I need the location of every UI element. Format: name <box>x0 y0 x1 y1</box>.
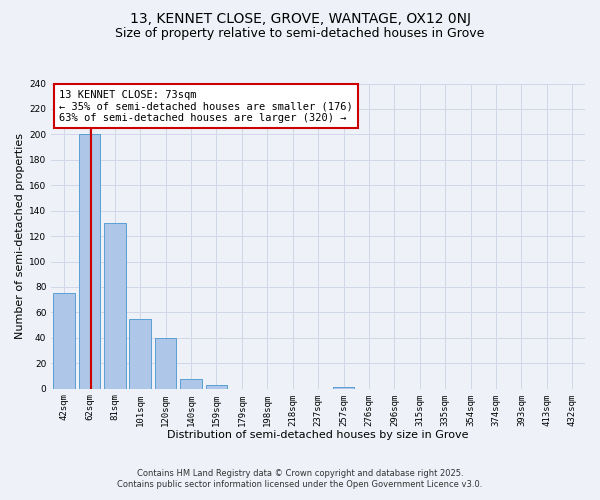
Bar <box>155 338 176 388</box>
Bar <box>180 378 202 388</box>
Bar <box>130 319 151 388</box>
Text: 13, KENNET CLOSE, GROVE, WANTAGE, OX12 0NJ: 13, KENNET CLOSE, GROVE, WANTAGE, OX12 0… <box>130 12 470 26</box>
Y-axis label: Number of semi-detached properties: Number of semi-detached properties <box>15 133 25 339</box>
Text: Size of property relative to semi-detached houses in Grove: Size of property relative to semi-detach… <box>115 28 485 40</box>
X-axis label: Distribution of semi-detached houses by size in Grove: Distribution of semi-detached houses by … <box>167 430 469 440</box>
Text: Contains HM Land Registry data © Crown copyright and database right 2025.: Contains HM Land Registry data © Crown c… <box>137 468 463 477</box>
Bar <box>53 294 75 388</box>
Text: Contains public sector information licensed under the Open Government Licence v3: Contains public sector information licen… <box>118 480 482 489</box>
Text: 13 KENNET CLOSE: 73sqm
← 35% of semi-detached houses are smaller (176)
63% of se: 13 KENNET CLOSE: 73sqm ← 35% of semi-det… <box>59 90 353 123</box>
Bar <box>206 385 227 388</box>
Bar <box>104 224 125 388</box>
Bar <box>79 134 100 388</box>
